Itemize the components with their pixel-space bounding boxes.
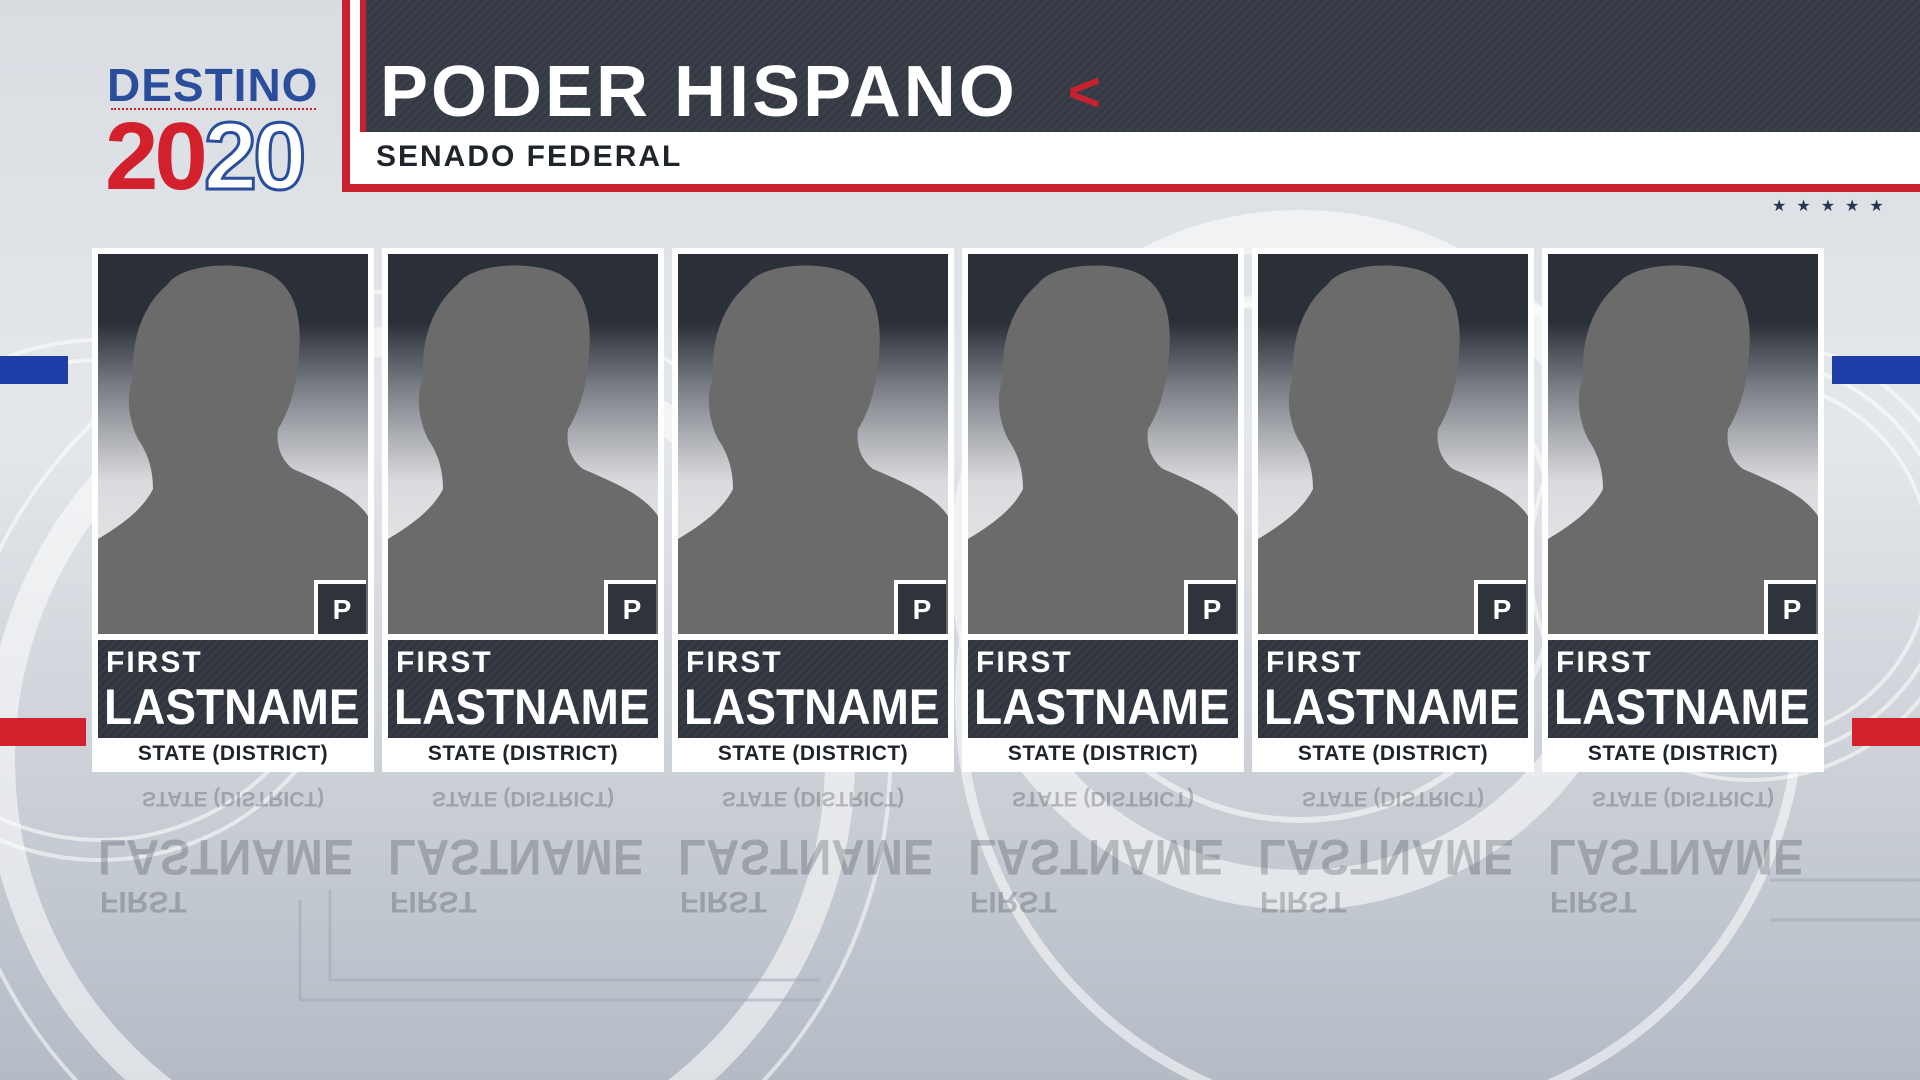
reflection-state: STATE (DISTRICT) — [1591, 787, 1775, 810]
candidate-last-name: LASTNAME — [1554, 679, 1810, 735]
candidate-card-reflection: FIRST LASTNAME STATE (DISTRICT) — [962, 778, 1244, 928]
party-badge: P — [894, 580, 946, 634]
reflection-last-name: LASTNAME — [98, 829, 354, 885]
candidate-card-reflection: FIRST LASTNAME STATE (DISTRICT) — [1252, 778, 1534, 928]
party-badge: P — [604, 580, 656, 634]
reflection-state: STATE (DISTRICT) — [141, 787, 325, 810]
header-banner: PODER HISPANO < SENADO FEDERAL — [342, 0, 1920, 192]
candidate-card: P FIRST LASTNAME STATE (DISTRICT) — [672, 248, 954, 772]
candidate-card-reflection: FIRST LASTNAME STATE (DISTRICT) — [92, 778, 374, 928]
reflection-content: FIRST LASTNAME STATE (DISTRICT) — [92, 778, 374, 928]
reflection-last-name: LASTNAME — [388, 829, 644, 885]
party-badge: P — [1474, 580, 1526, 634]
right-blue-bar — [1832, 356, 1920, 384]
logo-dots-divider — [111, 108, 316, 115]
reflection-state: STATE (DISTRICT) — [431, 787, 615, 810]
candidate-name-box: FIRST LASTNAME — [678, 640, 948, 738]
candidate-state: STATE (DISTRICT) — [1007, 742, 1199, 765]
reflection-first-name: FIRST — [1260, 885, 1347, 918]
logo-year-part-a: 20 — [105, 103, 208, 210]
candidate-state: STATE (DISTRICT) — [1297, 742, 1489, 765]
chevron-left-icon: < — [1068, 60, 1101, 123]
logo-year: 2020 — [105, 102, 308, 212]
candidate-state: STATE (DISTRICT) — [427, 742, 619, 765]
reflection-content: FIRST LASTNAME STATE (DISTRICT) — [1252, 778, 1534, 928]
candidate-last-name: LASTNAME — [1264, 679, 1520, 735]
candidate-photo-placeholder: P — [968, 254, 1238, 634]
reflection-content: FIRST LASTNAME STATE (DISTRICT) — [672, 778, 954, 928]
destino-2020-logo: DESTINO 2020 — [105, 58, 325, 212]
reflection-last-name: LASTNAME — [968, 829, 1224, 885]
reflection-content: FIRST LASTNAME STATE (DISTRICT) — [962, 778, 1244, 928]
candidate-card-reflection: FIRST LASTNAME STATE (DISTRICT) — [672, 778, 954, 928]
candidate-card: P FIRST LASTNAME STATE (DISTRICT) — [92, 248, 374, 772]
candidate-first-name: FIRST — [976, 646, 1073, 679]
person-silhouette-icon — [1258, 265, 1528, 634]
candidate-photo-placeholder: P — [388, 254, 658, 634]
reflection-first-name: FIRST — [390, 885, 477, 918]
candidate-name-box: FIRST LASTNAME — [1258, 640, 1528, 738]
person-silhouette-icon — [1548, 265, 1818, 634]
reflection-first-name: FIRST — [1550, 885, 1637, 918]
right-red-bar — [1852, 718, 1920, 746]
candidate-card: P FIRST LASTNAME STATE (DISTRICT) — [962, 248, 1244, 772]
reflection-first-name: FIRST — [970, 885, 1057, 918]
candidate-first-name: FIRST — [1266, 646, 1363, 679]
stars-decoration: ★★★★★ — [1772, 196, 1894, 215]
reflection-last-name: LASTNAME — [678, 829, 934, 885]
candidate-card-reflection: FIRST LASTNAME STATE (DISTRICT) — [1542, 778, 1824, 928]
logo-year-part-b: 20 — [202, 102, 308, 212]
person-silhouette-icon — [98, 265, 368, 634]
candidate-state: STATE (DISTRICT) — [137, 742, 329, 765]
party-badge: P — [1764, 580, 1816, 634]
candidate-card: P FIRST LASTNAME STATE (DISTRICT) — [382, 248, 664, 772]
candidate-name-box: FIRST LASTNAME — [1548, 640, 1818, 738]
reflection-first-name: FIRST — [100, 885, 187, 918]
candidate-name-box: FIRST LASTNAME — [968, 640, 1238, 738]
left-blue-bar — [0, 356, 68, 384]
person-silhouette-icon — [968, 265, 1238, 634]
reflection-state: STATE (DISTRICT) — [1301, 787, 1485, 810]
candidate-name-box: FIRST LASTNAME — [388, 640, 658, 738]
candidate-state: STATE (DISTRICT) — [717, 742, 909, 765]
candidate-last-name: LASTNAME — [684, 679, 940, 735]
party-badge: P — [1184, 580, 1236, 634]
candidate-cards: P FIRST LASTNAME STATE (DISTRICT) FIRST L… — [92, 248, 1830, 918]
candidate-photo-placeholder: P — [678, 254, 948, 634]
candidate-photo-placeholder: P — [1548, 254, 1818, 634]
candidate-last-name: LASTNAME — [974, 679, 1230, 735]
candidate-card-reflection: FIRST LASTNAME STATE (DISTRICT) — [382, 778, 664, 928]
person-silhouette-icon — [678, 265, 948, 634]
candidate-photo-placeholder: P — [1258, 254, 1528, 634]
candidate-card: P FIRST LASTNAME STATE (DISTRICT) — [1252, 248, 1534, 772]
candidate-card: P FIRST LASTNAME STATE (DISTRICT) — [1542, 248, 1824, 772]
candidate-state: STATE (DISTRICT) — [1587, 742, 1779, 765]
candidate-name-box: FIRST LASTNAME — [98, 640, 368, 738]
reflection-last-name: LASTNAME — [1548, 829, 1804, 885]
reflection-content: FIRST LASTNAME STATE (DISTRICT) — [1542, 778, 1824, 928]
page-title: PODER HISPANO — [380, 52, 1018, 132]
candidate-last-name: LASTNAME — [104, 679, 360, 735]
logo-text-destino: DESTINO — [107, 59, 319, 111]
person-silhouette-icon — [388, 265, 658, 634]
reflection-last-name: LASTNAME — [1258, 829, 1514, 885]
page-subtitle: SENADO FEDERAL — [376, 140, 683, 173]
candidate-first-name: FIRST — [396, 646, 493, 679]
candidate-first-name: FIRST — [1556, 646, 1653, 679]
reflection-content: FIRST LASTNAME STATE (DISTRICT) — [382, 778, 664, 928]
reflection-first-name: FIRST — [680, 885, 767, 918]
left-red-bar — [0, 718, 86, 746]
candidate-first-name: FIRST — [686, 646, 783, 679]
header-title-panel — [366, 0, 1920, 132]
reflection-state: STATE (DISTRICT) — [1011, 787, 1195, 810]
candidate-last-name: LASTNAME — [394, 679, 650, 735]
candidate-photo-placeholder: P — [98, 254, 368, 634]
header-accent-bar — [360, 0, 366, 132]
reflection-state: STATE (DISTRICT) — [721, 787, 905, 810]
party-badge: P — [314, 580, 366, 634]
candidate-first-name: FIRST — [106, 646, 203, 679]
